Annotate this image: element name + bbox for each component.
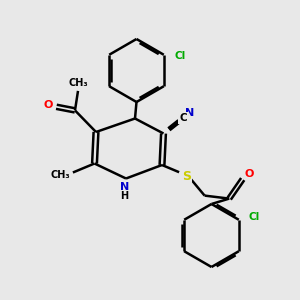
Text: N: N	[185, 108, 194, 118]
Text: N: N	[120, 182, 129, 192]
Text: S: S	[182, 170, 191, 183]
Text: H: H	[120, 191, 129, 201]
Text: O: O	[43, 100, 53, 110]
Text: CH₃: CH₃	[50, 170, 70, 180]
Text: Cl: Cl	[175, 51, 186, 61]
Text: Cl: Cl	[249, 212, 260, 222]
Text: CH₃: CH₃	[68, 77, 88, 88]
Text: O: O	[244, 169, 254, 179]
Text: C: C	[179, 113, 187, 123]
